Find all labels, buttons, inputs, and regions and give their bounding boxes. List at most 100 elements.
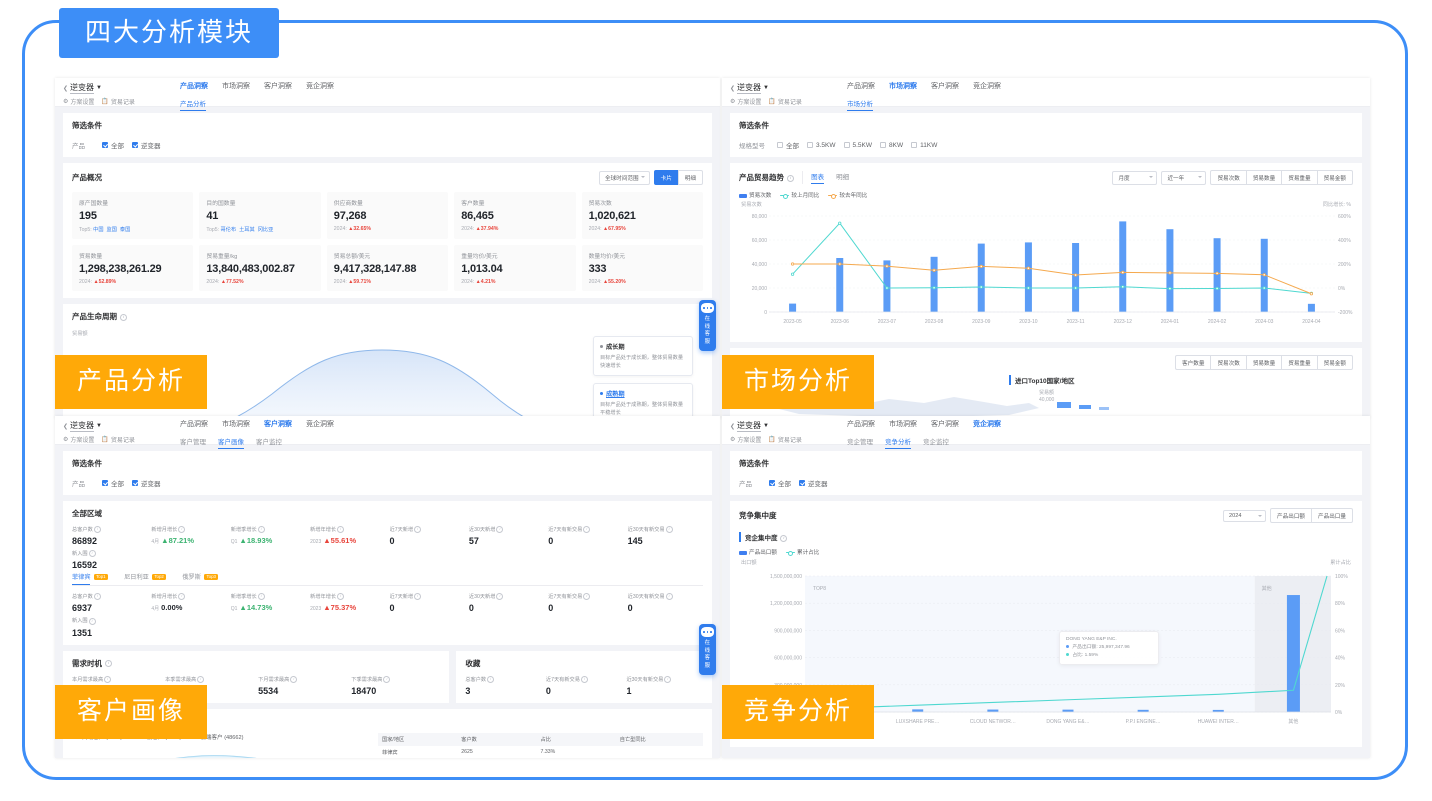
tab-market-insight[interactable]: 市场洞察	[889, 421, 917, 428]
checkbox-inverter-box[interactable]	[132, 480, 138, 486]
time-range-select[interactable]: 全球时间范围	[599, 170, 650, 185]
subtab-competitor-monitor[interactable]: 竞企监控	[923, 439, 949, 446]
tab-market-insight[interactable]: 市场洞察	[222, 83, 250, 90]
checkbox-all-box[interactable]	[769, 480, 775, 486]
tab-product-insight[interactable]: 产品洞察	[847, 83, 875, 90]
legend-trade-count[interactable]: 贸易次数	[739, 191, 771, 199]
info-icon[interactable]: i	[780, 534, 788, 542]
view-table-button[interactable]: 明细	[677, 170, 703, 185]
legend-cumulative-share[interactable]: 累计占比	[785, 548, 819, 557]
subtab-customer-monitor[interactable]: 客户监控	[256, 439, 282, 446]
tab-competition-insight[interactable]: 竞企洞察	[306, 421, 334, 428]
info-icon[interactable]: i	[665, 593, 673, 601]
subtab-product-analysis[interactable]: 产品分析	[180, 98, 206, 111]
info-icon[interactable]: i	[664, 675, 672, 683]
tab-customer-insight[interactable]: 客户洞察	[264, 421, 292, 428]
nav-scheme-settings[interactable]: ⚙ 方案设置	[730, 437, 762, 444]
info-icon[interactable]: i	[197, 675, 205, 683]
info-icon[interactable]: i	[414, 526, 422, 534]
info-icon[interactable]: i	[93, 593, 101, 601]
model-checkbox-all[interactable]: 全部	[777, 140, 799, 150]
subtab-competition-analysis[interactable]: 竞争分析	[885, 436, 911, 449]
checkbox-all[interactable]: 全部	[102, 140, 124, 150]
metric-link[interactable]: 监国	[106, 227, 117, 233]
tab-competition-insight[interactable]: 竞企洞察	[306, 83, 334, 90]
nav-trade-records[interactable]: 📋 贸易记录	[101, 99, 135, 106]
back-chevron-icon[interactable]: ❮	[730, 85, 736, 92]
product-selector[interactable]: ❮ 逆变器 ▼	[63, 82, 180, 94]
legend-yoy[interactable]: 较去年同比	[828, 191, 867, 200]
info-icon[interactable]: i	[414, 593, 422, 601]
tab-product-insight[interactable]: 产品洞察	[847, 421, 875, 428]
info-icon[interactable]: i	[583, 593, 591, 601]
back-chevron-icon[interactable]: ❮	[730, 423, 736, 430]
metric-trade-amount-button[interactable]: 贸易金额	[1316, 170, 1353, 185]
metric-link[interactable]: 冈比亚	[257, 227, 274, 233]
lifecycle-card-maturity[interactable]: 成熟期 目标产品处于成熟期，整体贸易数量平稳增长	[593, 383, 693, 418]
online-service-widget-product[interactable]: 在线客服	[699, 300, 716, 351]
checkbox-inverter[interactable]: 逆变器	[799, 478, 828, 488]
info-icon[interactable]: i	[580, 675, 588, 683]
nav-trade-records[interactable]: 📋 贸易记录	[768, 437, 802, 444]
back-chevron-icon[interactable]: ❮	[63, 85, 69, 92]
metric-link[interactable]: 哥伦布	[220, 227, 237, 233]
region-tab[interactable]: 菲律宾 Top1	[72, 572, 109, 586]
model-all-box[interactable]	[777, 142, 783, 148]
info-icon[interactable]: i	[487, 675, 495, 683]
tab-competition-insight[interactable]: 竞企洞察	[973, 83, 1001, 90]
tab-product-insight[interactable]: 产品洞察	[180, 83, 208, 90]
tab-customer-insight[interactable]: 客户洞察	[931, 83, 959, 90]
info-icon[interactable]: i	[337, 526, 345, 534]
model-55kw-box[interactable]	[843, 142, 850, 148]
online-service-widget-customer[interactable]: 在线客服	[699, 624, 716, 675]
structure-trade-qty-button[interactable]: 贸易数量	[1245, 355, 1283, 370]
product-selector[interactable]: ❮ 逆变器 ▼	[730, 420, 847, 432]
info-icon[interactable]: i	[383, 675, 391, 683]
checkbox-inverter[interactable]: 逆变器	[132, 140, 161, 150]
checkbox-all[interactable]: 全部	[102, 478, 124, 488]
model-checkbox-8kw[interactable]: 8KW	[880, 142, 903, 149]
info-icon[interactable]: i	[257, 526, 265, 534]
tab-market-insight[interactable]: 市场洞察	[889, 83, 917, 90]
info-icon[interactable]: i	[496, 526, 504, 534]
info-icon[interactable]: i	[496, 593, 504, 601]
nav-trade-records[interactable]: 📋 贸易记录	[101, 437, 135, 444]
info-icon[interactable]: i	[257, 593, 265, 601]
checkbox-all[interactable]: 全部	[769, 478, 791, 488]
tab-customer-insight[interactable]: 客户洞察	[931, 421, 959, 428]
export-volume-button[interactable]: 产品出口量	[1311, 508, 1353, 523]
export-amount-button[interactable]: 产品出口额	[1270, 508, 1313, 523]
structure-customer-count-button[interactable]: 客户数量	[1175, 355, 1212, 370]
lifecycle-card-growth[interactable]: 成长期 目标产品处于成长期，整体贸易数量快速增长	[593, 336, 693, 377]
model-8kw-box[interactable]	[880, 142, 887, 148]
range-select[interactable]: 近一年	[1161, 170, 1207, 185]
metric-link[interactable]: 泰国	[119, 227, 131, 233]
tab-product-insight[interactable]: 产品洞察	[180, 421, 208, 428]
structure-trade-count-button[interactable]: 贸易次数	[1210, 355, 1247, 370]
info-icon[interactable]: i	[178, 593, 186, 601]
checkbox-inverter-box[interactable]	[132, 142, 138, 148]
subtab-competitor-management[interactable]: 竞企管理	[847, 439, 873, 446]
back-chevron-icon[interactable]: ❮	[63, 423, 69, 430]
model-checkbox-11kw[interactable]: 11KW	[911, 142, 937, 149]
info-icon[interactable]: i	[290, 675, 298, 683]
structure-trade-amount-button[interactable]: 贸易金额	[1316, 355, 1353, 370]
info-icon[interactable]: i	[93, 526, 101, 534]
legend-mom[interactable]: 较上月同比	[780, 191, 819, 200]
metric-link[interactable]: 土耳其	[239, 227, 255, 233]
structure-trade-weight-button[interactable]: 贸易重量	[1281, 355, 1318, 370]
nav-scheme-settings[interactable]: ⚙ 方案设置	[63, 99, 95, 106]
nav-scheme-settings[interactable]: ⚙ 方案设置	[63, 437, 95, 444]
product-selector[interactable]: ❮ 逆变器 ▼	[63, 420, 180, 432]
year-select[interactable]: 2024	[1223, 509, 1267, 522]
region-tab[interactable]: 俄罗斯 Top3	[182, 572, 219, 585]
tab-customer-insight[interactable]: 客户洞察	[264, 83, 292, 90]
checkbox-inverter-box[interactable]	[799, 480, 805, 486]
info-icon[interactable]: i	[665, 526, 673, 534]
model-checkbox-55kw[interactable]: 5.5KW	[843, 142, 872, 149]
nav-scheme-settings[interactable]: ⚙ 方案设置	[730, 99, 762, 106]
subtab-customer-profile[interactable]: 客户画像	[218, 436, 244, 449]
view-card-button[interactable]: 卡片	[653, 170, 679, 185]
info-icon[interactable]: i	[787, 174, 795, 182]
view-tab-chart[interactable]: 图表	[811, 171, 825, 184]
